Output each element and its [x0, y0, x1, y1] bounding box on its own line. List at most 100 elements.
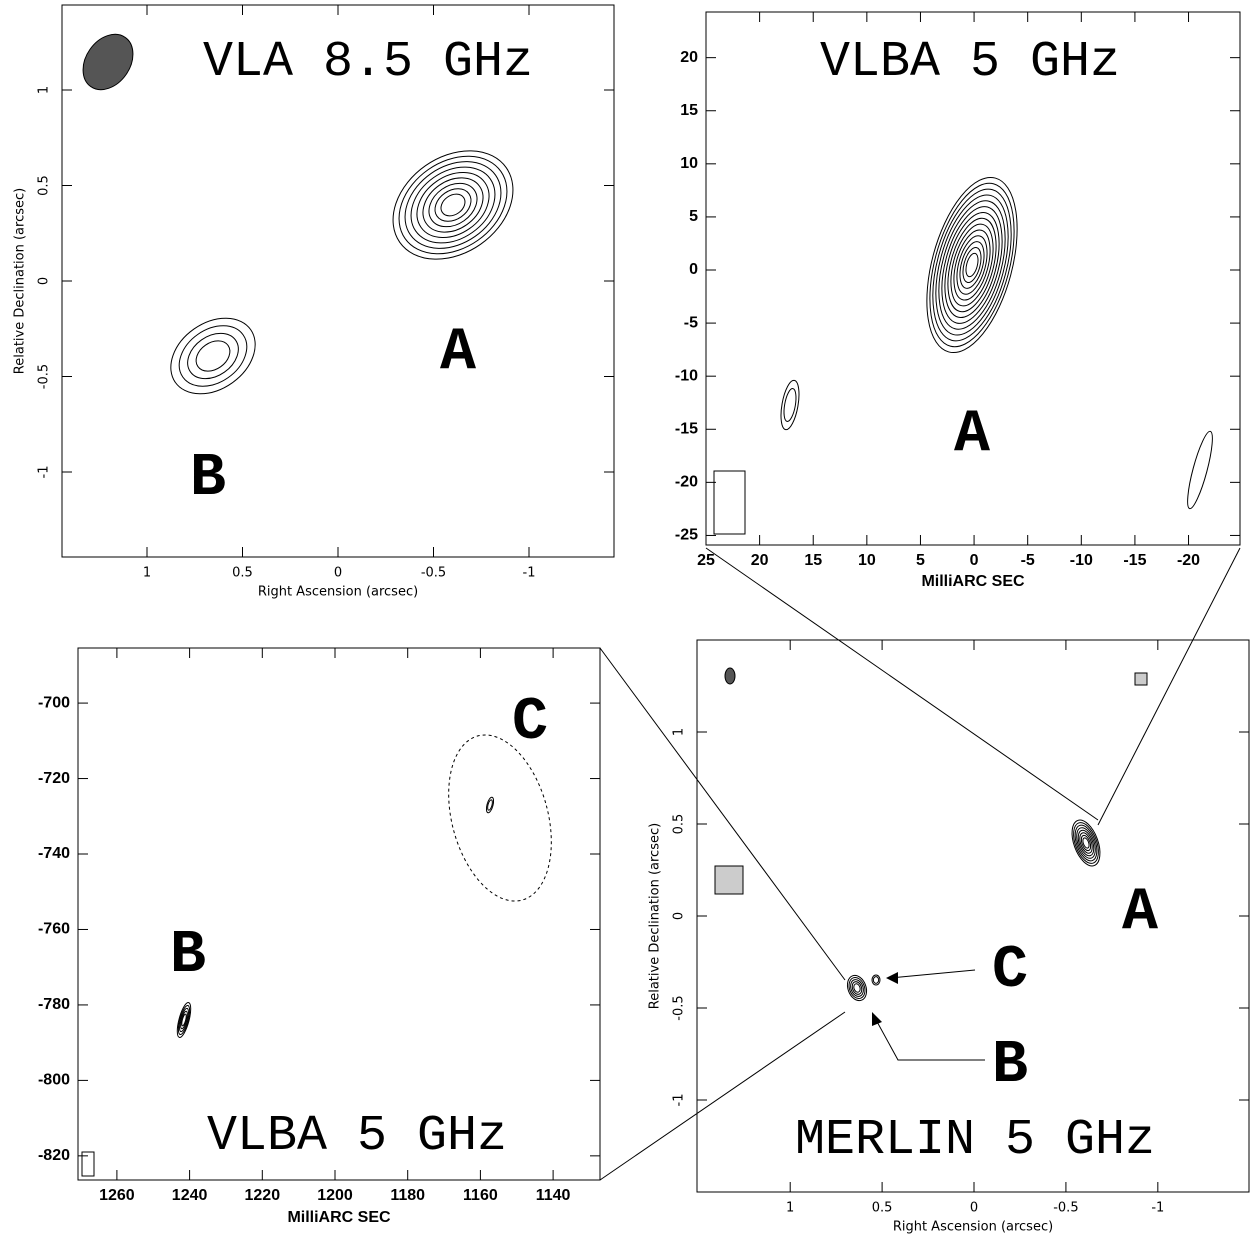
contour [372, 128, 534, 281]
x-tick-label: -0.5 [1053, 1201, 1078, 1216]
contour [846, 975, 868, 1000]
contour [380, 136, 525, 274]
x-tick-label: 1200 [317, 1187, 353, 1204]
contour [175, 1001, 194, 1038]
contour [485, 796, 495, 813]
y-tick-label: 0 [689, 261, 698, 278]
y-tick-label: 0 [672, 912, 687, 920]
y-tick-label: 10 [680, 155, 698, 172]
x-tick-label: 1180 [390, 1187, 425, 1204]
y-tick-label: -0.5 [37, 364, 52, 389]
x-tick-label: 0 [970, 552, 979, 569]
component-label: B [992, 1032, 1028, 1100]
contour [168, 313, 259, 398]
component-label: B [190, 445, 226, 513]
contour [1075, 828, 1097, 858]
contour [960, 246, 985, 285]
arrow-head [886, 972, 898, 984]
y-tick-label: 15 [680, 102, 698, 119]
x-tick-label: -0.5 [421, 566, 446, 581]
component-label: C [512, 689, 548, 757]
x-tick-label: -1 [1151, 1201, 1164, 1216]
y-tick-label: 0 [37, 277, 52, 285]
x-tick-label: 0.5 [872, 1201, 893, 1216]
y-tick-label: -25 [675, 527, 698, 544]
contour [939, 213, 1005, 317]
x-tick-label: -10 [1070, 552, 1093, 569]
contour [190, 335, 235, 378]
panel-title: MERLIN 5 GHz [795, 1112, 1155, 1169]
component-label: A [440, 319, 476, 387]
contour [405, 159, 502, 251]
connectors [600, 548, 1240, 1180]
y-tick-label: -5 [684, 314, 698, 331]
x-tick-label: 0 [970, 1201, 978, 1216]
contour [179, 324, 247, 388]
x-tick-label: 5 [916, 552, 925, 569]
y-tick-label: -1 [37, 466, 52, 479]
marker-square [715, 866, 743, 894]
contour [388, 144, 517, 267]
beam [725, 668, 735, 684]
arrow-head [872, 1012, 882, 1026]
component-label: A [954, 401, 990, 469]
x-tick-label: 25 [697, 552, 715, 569]
x-tick-label: -20 [1177, 552, 1200, 569]
contour [156, 303, 269, 410]
x-axis-label: MilliARC SEC [921, 573, 1025, 590]
x-axis-label: MilliARC SEC [287, 1209, 391, 1226]
contour [851, 980, 864, 995]
y-tick-label: -740 [38, 845, 70, 862]
x-tick-label: 10 [858, 552, 876, 569]
contour [873, 977, 878, 984]
y-axis-label: Relative Declination (arcsec) [648, 823, 663, 1009]
x-tick-label: -1 [523, 566, 536, 581]
connector-line [600, 648, 845, 980]
contour [910, 168, 1034, 363]
x-axis-label: Right Ascension (arcsec) [258, 585, 418, 600]
contour [931, 200, 1014, 330]
x-tick-label: 15 [804, 552, 822, 569]
y-tick-label: 1 [37, 86, 52, 94]
x-tick-label: -5 [1021, 552, 1035, 569]
contour [935, 207, 1009, 324]
x-tick-label: 1160 [463, 1187, 498, 1204]
beam [73, 25, 143, 99]
panel: 10.50-0.5-1-1-0.500.51Right Ascension (a… [13, 5, 615, 600]
beam [714, 471, 745, 534]
x-tick-label: 1140 [536, 1187, 571, 1204]
figure: 1 0.5 0 -0.5 -1 -1 -0.5 0 0.5 1 Right Ascension (a… [0, 0, 1252, 1241]
y-tick-label: -760 [38, 921, 70, 938]
component-label: C [992, 937, 1028, 1005]
panel-title: VLBA 5 GHz [207, 1108, 507, 1165]
panel-title: VLA 8.5 GHz [203, 34, 533, 91]
contour [927, 194, 1018, 337]
x-tick-label: 20 [751, 552, 769, 569]
y-tick-label: 5 [689, 208, 698, 225]
contour [421, 174, 486, 235]
x-tick-label: 1260 [99, 1187, 135, 1204]
x-tick-label: -15 [1123, 552, 1146, 569]
contour [1073, 825, 1099, 861]
contour [922, 187, 1021, 343]
y-tick-label: 20 [680, 49, 698, 66]
contour [782, 388, 798, 423]
contour [1071, 822, 1101, 863]
y-tick-label: -780 [38, 996, 70, 1013]
y-tick-label: 1 [672, 728, 687, 736]
contour [964, 252, 981, 278]
contour [955, 239, 988, 291]
contour [778, 379, 802, 431]
y-tick-label: 0.5 [37, 175, 52, 196]
x-tick-label: 0.5 [232, 566, 253, 581]
plot-frame [697, 640, 1249, 1192]
contour [1082, 837, 1091, 849]
x-axis-label: Right Ascension (arcsec) [893, 1220, 1053, 1235]
connector-line [1098, 548, 1240, 825]
contour [429, 182, 477, 228]
y-tick-label: -700 [38, 694, 70, 711]
y-tick-label: -20 [675, 474, 698, 491]
